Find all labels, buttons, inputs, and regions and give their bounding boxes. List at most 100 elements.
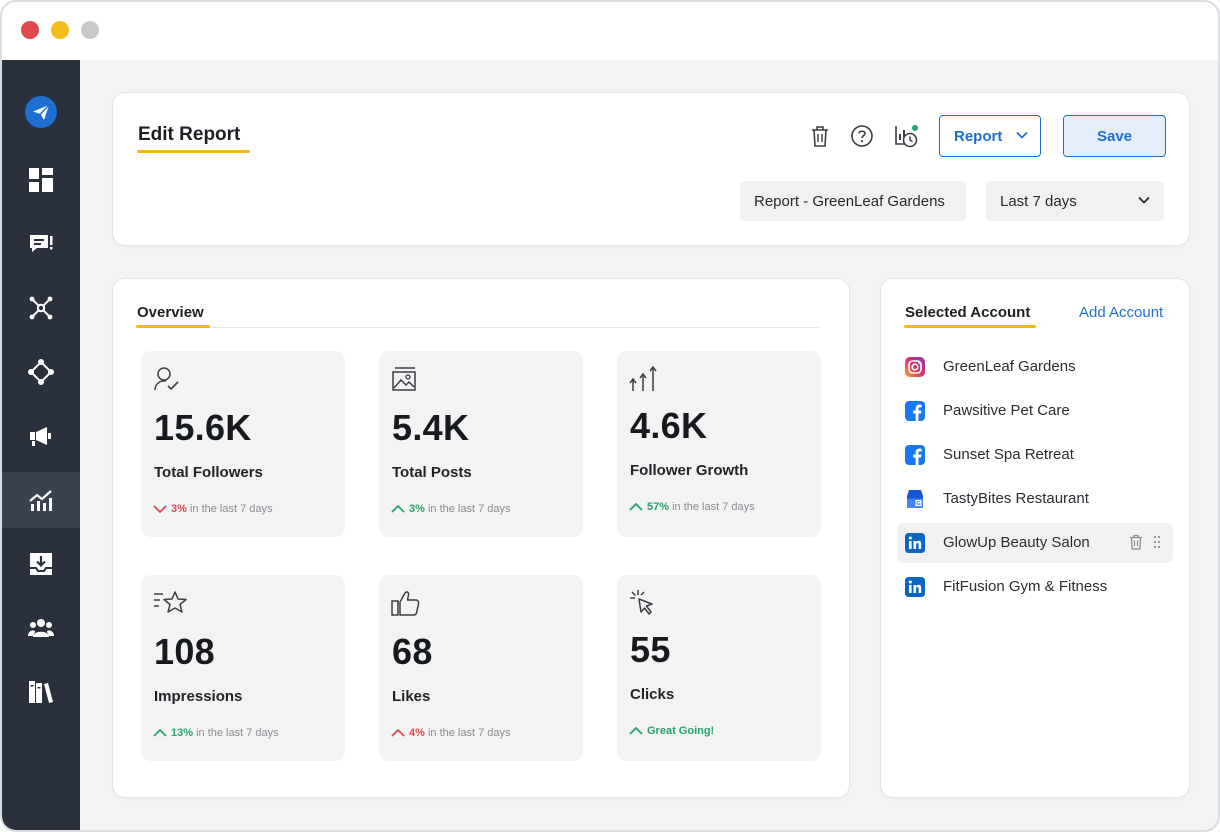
sidebar-item-integrations[interactable] [2, 344, 80, 400]
facebook-icon [905, 401, 925, 421]
network-icon [29, 296, 53, 320]
sidebar-item-messages[interactable] [2, 216, 80, 272]
trend-down-icon [391, 728, 405, 737]
period-select[interactable]: Last 7 days [986, 181, 1164, 221]
metric-label: Follower Growth [630, 462, 749, 479]
help-button[interactable] [849, 123, 875, 149]
sidebar-item-campaigns[interactable] [2, 408, 80, 464]
metric-card-follower-growth: 4.6K Follower Growth 57% in the last 7 d… [617, 351, 821, 537]
analytics-icon [29, 490, 52, 511]
account-name: FitFusion Gym & Fitness [943, 578, 1108, 595]
metric-label: Impressions [154, 688, 243, 705]
account-name: GreenLeaf Gardens [943, 358, 1076, 375]
user-check-icon [154, 367, 179, 391]
report-name-text: Report - GreenLeaf Gardens [754, 192, 945, 210]
sidebar-item-team[interactable] [2, 600, 80, 656]
google-business-icon: G [907, 490, 923, 508]
sidebar-item-network[interactable] [2, 280, 80, 336]
sidebar-item-dashboard[interactable] [2, 152, 80, 208]
account-name: TastyBites Restaurant [943, 490, 1089, 507]
selected-account-underline [904, 325, 1036, 328]
metric-great-text: Great Going! [647, 725, 715, 737]
report-dropdown-button[interactable]: Report [939, 115, 1041, 157]
report-name-field[interactable]: Report - GreenLeaf Gardens [740, 181, 966, 221]
growth-arrows-icon [629, 365, 657, 391]
trend-down-icon [153, 505, 167, 514]
schedule-history-icon [895, 125, 918, 148]
trend-up-icon [629, 502, 643, 511]
metric-change-percent: 3% [171, 503, 187, 515]
page-title: Edit Report [138, 124, 241, 145]
minimize-window-button[interactable] [51, 21, 69, 39]
metric-change: 3% in the last 7 days [391, 503, 511, 515]
metric-label: Clicks [630, 686, 675, 703]
chevron-down-icon [1138, 196, 1150, 204]
title-bar [2, 2, 1218, 60]
overview-card: Overview 15.6K Total Followers 3% in the… [113, 279, 849, 797]
dashboard-icon [29, 168, 53, 192]
zoom-window-button[interactable] [81, 21, 99, 39]
metric-value: 5.4K [392, 407, 470, 448]
overview-underline [136, 325, 210, 328]
sidebar-item-home[interactable] [2, 84, 80, 140]
report-button-label: Report [954, 127, 1003, 145]
title-underline [137, 150, 250, 153]
metric-change-suffix: in the last 7 days [669, 501, 755, 513]
linkedin-icon [905, 577, 925, 597]
image-post-icon [392, 367, 416, 391]
metric-change: 57% in the last 7 days [629, 501, 755, 513]
account-row-sunset-spa-retreat[interactable]: Sunset Spa Retreat [897, 435, 1173, 475]
metric-change-suffix: in the last 7 days [193, 727, 279, 739]
metric-change-percent: 4% [409, 727, 425, 739]
facebook-icon [905, 445, 925, 465]
trend-up-icon [629, 726, 643, 735]
library-icon [29, 681, 53, 703]
sidebar-item-downloads[interactable] [2, 536, 80, 592]
metric-change-suffix: in the last 7 days [424, 727, 511, 739]
metric-change: 3% in the last 7 days [153, 503, 273, 515]
account-row-glowup-beauty-salon[interactable]: GlowUp Beauty Salon [897, 523, 1173, 563]
metric-value: 108 [154, 631, 215, 672]
account-name: Pawsitive Pet Care [943, 402, 1070, 419]
svg-text:G: G [916, 501, 921, 507]
schedule-button[interactable] [893, 123, 919, 149]
chevron-down-icon [1016, 131, 1028, 139]
metric-label: Total Followers [154, 464, 263, 481]
remove-account-trash-icon[interactable] [1129, 534, 1143, 550]
sidebar-item-analytics[interactable] [2, 472, 80, 528]
selected-accounts-card: Selected Account Add Account GreenLeaf G… [881, 279, 1189, 797]
metric-value: 15.6K [154, 407, 252, 448]
metric-change-percent: 57% [647, 501, 670, 513]
metric-card-impressions: 108 Impressions 13% in the last 7 days [141, 575, 345, 761]
metric-label: Likes [392, 688, 431, 705]
metric-change-suffix: in the last 7 days [424, 503, 511, 515]
account-name: GlowUp Beauty Salon [943, 534, 1090, 551]
metric-card-total-followers: 15.6K Total Followers 3% in the last 7 d… [141, 351, 345, 537]
metric-value: 55 [630, 629, 671, 670]
drag-handle-icon[interactable] [1153, 535, 1161, 549]
account-row-pawsitive-pet-care[interactable]: Pawsitive Pet Care [897, 391, 1173, 431]
account-row-greenleaf-gardens[interactable]: GreenLeaf Gardens [897, 347, 1173, 387]
close-window-button[interactable] [21, 21, 39, 39]
metric-label: Total Posts [392, 464, 472, 481]
metric-change: Great Going! [629, 725, 714, 737]
report-header-card: Edit Report [113, 93, 1189, 245]
messages-icon [30, 235, 53, 252]
trend-up-icon [391, 504, 405, 513]
trash-icon [812, 126, 828, 147]
metric-card-total-posts: 5.4K Total Posts 3% in the last 7 days [379, 351, 583, 537]
instagram-icon [905, 357, 925, 377]
account-row-tastybites-restaurant[interactable]: G TastyBites Restaurant [897, 479, 1173, 519]
sidebar-item-library[interactable] [2, 664, 80, 720]
account-row-fitfusion-gym[interactable]: FitFusion Gym & Fitness [897, 567, 1173, 607]
star-lines-icon [154, 591, 187, 613]
add-account-link[interactable]: Add Account [1079, 304, 1164, 321]
metric-change: 13% in the last 7 days [153, 727, 279, 739]
metric-card-likes: 68 Likes 4% in the last 7 days [379, 575, 583, 761]
metric-card-clicks: 55 Clicks Great Going! [617, 575, 821, 761]
cursor-click-icon [630, 590, 653, 615]
save-button[interactable]: Save [1063, 115, 1166, 157]
integrations-icon [28, 359, 54, 385]
delete-report-button[interactable] [807, 123, 833, 149]
